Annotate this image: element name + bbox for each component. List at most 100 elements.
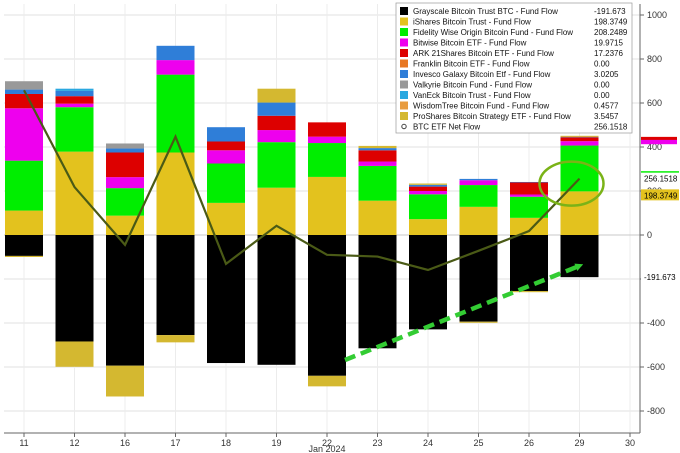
bar-segment-26-s10	[510, 291, 548, 293]
x-tick-label: 16	[120, 438, 130, 448]
bar-segment-19-s10	[257, 88, 296, 103]
bar-segment-18-s6	[207, 127, 245, 142]
legend-swatch	[400, 101, 408, 110]
bar-segment-23-s0	[358, 235, 397, 349]
legend-swatch	[400, 59, 408, 68]
bar-segment-12-s2	[55, 107, 94, 152]
bar-segment-24-s1	[409, 219, 447, 235]
bar-segment-19-s3	[257, 130, 296, 143]
bar-segment-24-s3	[409, 191, 447, 195]
legend-label: iShares Bitcoin Trust - Fund Flow	[413, 18, 531, 27]
bar-segment-11-s4	[5, 93, 43, 109]
x-tick-label: 18	[221, 438, 231, 448]
legend-value: 208.2489	[594, 28, 628, 37]
highlight-ellipse	[538, 160, 605, 207]
bar-segment-22-s4	[308, 122, 346, 137]
legend-swatch	[400, 17, 408, 26]
bar-segment-18-s3	[207, 150, 245, 164]
legend-label: Fidelity Wise Origin Bitcoin Fund - Fund…	[413, 28, 573, 37]
legend-label: Franklin Bitcoin ETF - Fund Flow	[413, 60, 530, 69]
bar-segment-22-s2	[308, 143, 346, 177]
legend-label: VanEck Bitcoin Trust - Fund Flow	[413, 91, 531, 100]
bar-segment-23-s2	[358, 165, 397, 201]
tag-strip-ark	[641, 136, 677, 140]
bar-segment-22-s0	[308, 235, 346, 376]
legend-swatch	[400, 7, 408, 15]
legend-value: 3.5457	[594, 112, 619, 121]
bar-segment-26-s3	[510, 194, 548, 197]
y-tick-label: 800	[647, 54, 662, 64]
legend-value: 0.00	[594, 91, 610, 100]
bar-segment-25-s6	[459, 178, 498, 181]
bar-segment-11-s10	[5, 255, 43, 257]
bar-segment-12-s0	[55, 235, 94, 342]
legend-line-marker	[401, 123, 407, 130]
legend-label: ARK 21Shares Bitcoin ETF - Fund Flow	[413, 49, 554, 58]
bar-segment-16-s0	[106, 235, 144, 366]
y-tick-label: -400	[647, 318, 665, 328]
x-tick-label: 19	[271, 438, 281, 448]
bar-segment-17-s0	[156, 235, 195, 336]
x-axis-label: Jan 2024	[308, 444, 345, 453]
bar-segment-12-s8	[55, 88, 94, 91]
value-tag-label: 198.3749	[644, 191, 678, 200]
bar-segment-22-s1	[308, 176, 346, 235]
bar-segment-19-s4	[257, 115, 296, 131]
bar-segment-12-s1	[55, 151, 94, 235]
bar-segment-17-s6	[156, 45, 195, 61]
y-tick-label: -600	[647, 362, 665, 372]
value-tag-label: -191.673	[644, 273, 676, 282]
x-tick-label: 25	[473, 438, 483, 448]
bar-segment-19-s6	[257, 102, 296, 116]
x-tick-label: 29	[574, 438, 584, 448]
bar-segment-12-s4	[55, 96, 94, 104]
bar-segment-16-s3	[106, 177, 144, 189]
bar-segment-18-s2	[207, 163, 245, 203]
legend-value: 0.00	[594, 81, 610, 90]
legend-value: 3.0205	[594, 70, 619, 79]
legend: Grayscale Bitcoin Trust BTC - Fund Flow -…	[395, 2, 633, 134]
bar-segment-24-s6	[409, 184, 447, 187]
legend-label: Invesco Galaxy Bitcoin Etf - Fund Flow	[413, 70, 551, 79]
bar-segment-22-s3	[308, 136, 346, 144]
bar-segment-16-s10	[106, 365, 144, 397]
bar-segment-19-s2	[257, 142, 296, 188]
bar-segment-16-s6	[106, 148, 144, 153]
legend-label: BTC ETF Net Flow	[413, 123, 480, 132]
legend-label: Grayscale Bitcoin Trust BTC - Fund Flow	[413, 7, 558, 16]
bar-segment-25-s10	[459, 321, 498, 323]
legend-value: -191.673	[594, 7, 626, 16]
legend-swatch	[400, 28, 408, 36]
value-tag-box	[641, 172, 679, 184]
bar-segment-12-s10	[55, 341, 94, 367]
bar-segment-19-s0	[257, 235, 296, 365]
bar-segment-25-s2	[459, 185, 498, 207]
y-tick-label: 0	[647, 230, 652, 240]
x-tick-label: 11	[19, 438, 28, 448]
x-tick-label: 24	[423, 438, 433, 448]
bar-segment-12-s3	[55, 103, 94, 108]
x-tick-label: 26	[524, 438, 534, 448]
bar-segment-19-s1	[257, 187, 296, 235]
bar-segment-24-s0	[409, 235, 447, 330]
legend-value: 256.1518	[594, 123, 628, 132]
bar-segment-12-s6	[55, 90, 94, 97]
bar-segment-23-s1	[358, 200, 397, 235]
bar-segment-23-s10	[358, 145, 397, 149]
trend-arrow	[344, 263, 584, 363]
bar-segment-18-s0	[207, 235, 245, 364]
legend-value: 198.3749	[594, 18, 628, 27]
bar-segment-26-s2	[510, 196, 548, 218]
bar-segment-17-s10	[156, 335, 195, 343]
bar-segment-18-s4	[207, 141, 245, 151]
bar-segment-29-s3	[560, 141, 599, 146]
legend-label: ProShares Bitcoin Strategy ETF - Fund Fl…	[413, 112, 571, 121]
net-flow-line	[23, 89, 581, 272]
bar-segment-26-s1	[510, 217, 548, 235]
bar-segment-29-s10	[560, 135, 599, 137]
net-flow-line-layer	[23, 89, 581, 272]
bar-segment-29-s9	[560, 136, 599, 138]
bar-segment-23-s3	[358, 161, 397, 166]
bar-segment-29-s2	[560, 145, 599, 192]
